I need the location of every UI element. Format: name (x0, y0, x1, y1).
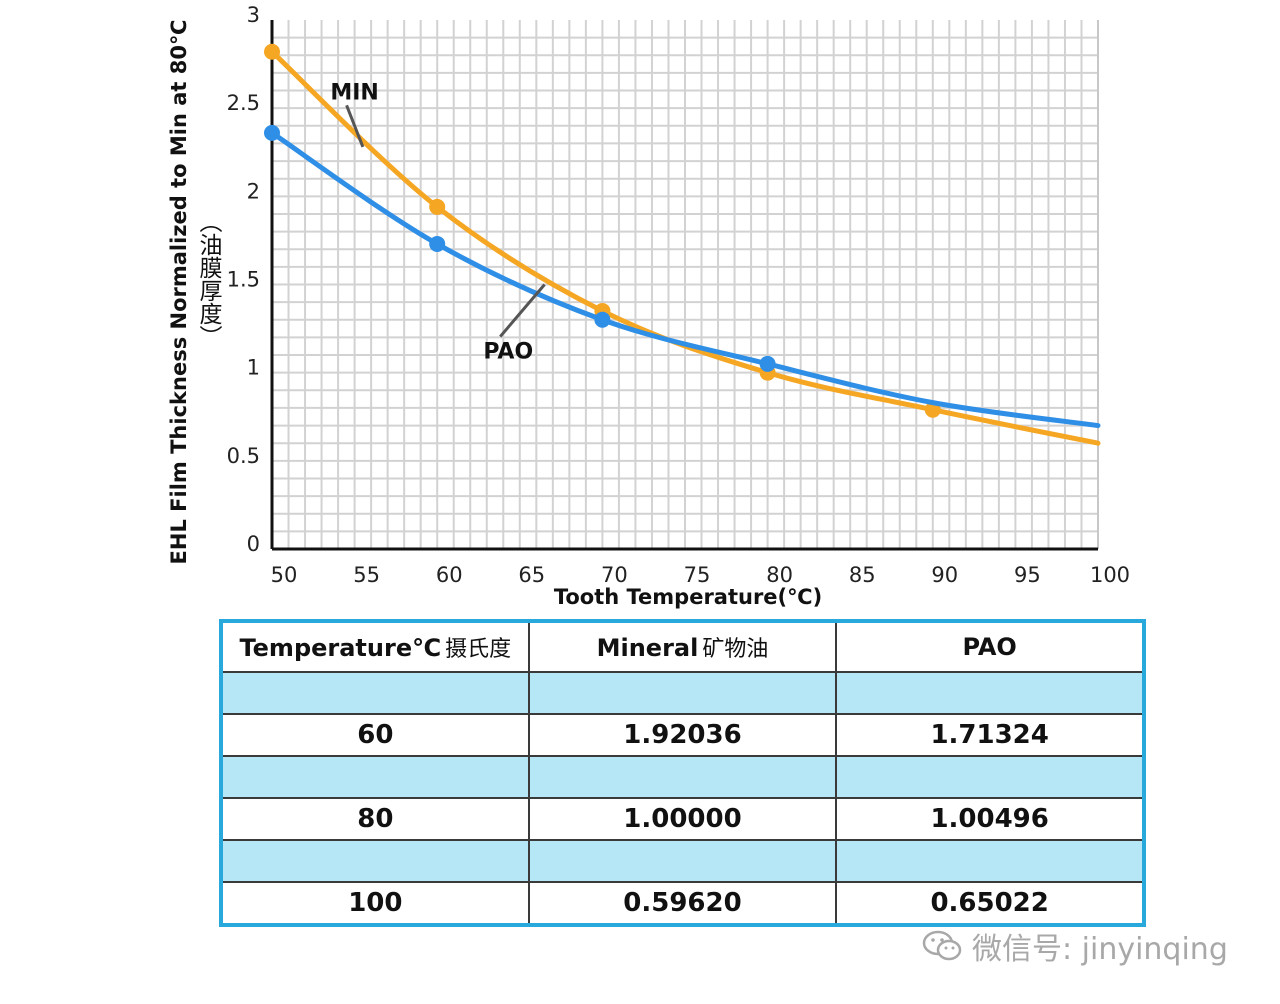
y-tick-label: 2 (247, 179, 260, 203)
y-tick-label: 0 (247, 532, 260, 556)
table-cell (527, 839, 838, 883)
table-cell (835, 839, 1145, 883)
table-cell (220, 671, 530, 715)
min-point (429, 198, 446, 215)
table-cell (835, 755, 1145, 799)
x-tick-label: 75 (684, 563, 711, 587)
y-tick-label: 3 (247, 3, 260, 27)
header-temperature: Temperature℃ 摄氏度 (220, 620, 530, 673)
pao-point (759, 355, 776, 372)
table-row: 80 1.00000 1.00496 (220, 797, 1145, 841)
watermark: 微信号: jinyinqing (922, 922, 1228, 970)
x-tick-label: 70 (601, 563, 628, 587)
table-cell: 0.59620 (527, 881, 838, 926)
table-cell: 60 (220, 713, 530, 757)
table-row (220, 755, 1145, 799)
min-point (264, 43, 280, 60)
pao-label-pointer (499, 283, 546, 338)
table-cell: 1.00496 (835, 797, 1145, 841)
table-cell (527, 671, 838, 715)
min-label-pointer (345, 104, 365, 148)
y-tick-label: 1 (247, 356, 260, 380)
min-label: MIN (330, 80, 379, 105)
table-cell (527, 755, 838, 799)
table-cell: 1.00000 (527, 797, 838, 841)
x-tick-label: 80 (766, 563, 793, 587)
table-cell: 1.92036 (527, 713, 838, 757)
watermark-text: 微信号: jinyinqing (972, 932, 1228, 967)
pao-point (264, 124, 280, 141)
table-cell: 1.71324 (835, 713, 1145, 757)
pao-point (594, 311, 611, 328)
x-tick-label: 100 (1090, 563, 1130, 587)
pao-point (429, 235, 446, 252)
pao-label: PAO (483, 340, 533, 365)
tick-labels: 50 55 60 65 70 75 80 85 90 95 100 0 0.5 1 1.5 2 2.5 3 (227, 3, 1130, 587)
x-tick-label: 90 (931, 563, 958, 587)
y-axis-title: EHL Film Thickness Normalized to Min at … (167, 20, 191, 565)
x-tick-label: 65 (518, 563, 545, 587)
grid (272, 20, 1099, 549)
header-mineral: Mineral 矿物油 (527, 620, 838, 673)
table-row (220, 671, 1145, 715)
header-pao: PAO (835, 620, 1145, 673)
x-tick-label: 95 (1014, 563, 1041, 587)
x-tick-label: 85 (849, 563, 876, 587)
table-cell: 0.65022 (835, 881, 1145, 926)
data-table: Temperature℃ 摄氏度 Mineral 矿物油 PAO 60 1.92036… (219, 619, 1146, 927)
x-tick-label: 60 (436, 563, 463, 587)
y-tick-label: 0.5 (227, 444, 260, 468)
table-row: 100 0.59620 0.65022 (220, 881, 1145, 926)
series-labels: MIN PAO (330, 80, 546, 365)
y-axis-title-cn: （油膜厚度） (195, 210, 223, 348)
table-header-row: Temperature℃ 摄氏度 Mineral 矿物油 PAO (220, 620, 1145, 673)
x-axis-title: Tooth Temperature(℃) (554, 585, 822, 609)
film-thickness-chart: 50 55 60 65 70 75 80 85 90 95 100 0 0.5 1 1.5 2 2.5 3 MIN… (167, 3, 1130, 609)
axes (270, 20, 1098, 551)
pao-line (269, 130, 1101, 429)
table-cell (220, 755, 530, 799)
table-row (220, 839, 1145, 883)
series-layer (264, 43, 1101, 446)
wechat-icon (922, 930, 962, 961)
x-tick-label: 50 (271, 563, 298, 587)
table-cell (835, 671, 1145, 715)
y-tick-label: 2.5 (227, 91, 260, 115)
table-cell: 100 (220, 881, 530, 926)
y-tick-label: 1.5 (227, 268, 260, 292)
table-cell: 80 (220, 797, 530, 841)
x-tick-label: 55 (353, 563, 380, 587)
table-row: 60 1.92036 1.71324 (220, 713, 1145, 757)
table-cell (220, 839, 530, 883)
